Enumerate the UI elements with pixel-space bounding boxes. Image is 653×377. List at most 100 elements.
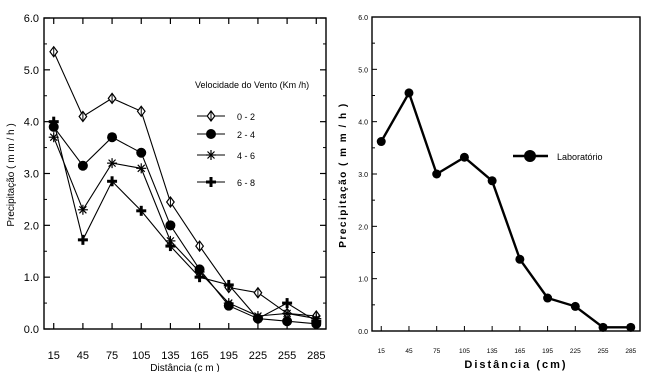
right-data-point	[543, 293, 553, 303]
left-legend-marker	[206, 110, 216, 122]
left-legend-label: 4 - 6	[237, 151, 255, 161]
left-legend-label: 2 - 4	[237, 130, 255, 140]
right-y-tick-label: 5.0	[358, 67, 368, 74]
left-y-tick-label: 0.0	[24, 324, 39, 336]
right-y-axis-label: Precipitação ( m m / h )	[338, 102, 349, 247]
left-data-point-d2	[78, 205, 87, 214]
right-x-axis-label: Distância (cm)	[464, 359, 567, 371]
left-data-point	[107, 176, 118, 187]
left-chart: 0.0 1.0 2.0 3.0 4.0 5.0 6.0 15 45 75 105 135 165 195 2…	[6, 13, 327, 374]
left-x-tick-label: 75	[106, 350, 118, 362]
right-data-point	[626, 322, 636, 332]
left-y-tick-label: 5.0	[24, 65, 39, 77]
right-data-point	[404, 88, 414, 98]
left-series-line	[53, 136, 317, 320]
left-data-point	[195, 240, 205, 253]
right-x-tick-label: 255	[598, 348, 609, 355]
left-legend-marker	[206, 150, 216, 160]
left-y-tick-label: 3.0	[24, 169, 39, 181]
left-data-point	[165, 196, 175, 209]
right-data-point	[376, 137, 386, 147]
right-x-tick-label: 105	[459, 348, 470, 355]
left-data-point	[223, 298, 234, 309]
left-x-axis-label: Distância (c m )	[150, 363, 219, 372]
left-x-tick-label: 165	[190, 350, 208, 362]
left-legend-title: Velocidade do Vento (Km /h)	[195, 80, 309, 90]
left-data-point-d2	[283, 309, 292, 318]
left-series-4	[48, 116, 322, 327]
left-y-tick-label: 2.0	[24, 220, 39, 232]
left-data-point	[282, 298, 293, 309]
left-data-point	[107, 132, 118, 143]
left-x-tick-label: 225	[249, 350, 267, 362]
left-legend-marker	[206, 129, 216, 139]
right-x-tick-label: 45	[405, 348, 413, 355]
right-data-point	[570, 301, 580, 311]
left-data-point	[77, 234, 88, 245]
left-data-point-d2	[224, 299, 233, 308]
left-data-point-d2	[137, 164, 146, 173]
right-x-tick-label: 15	[378, 348, 386, 355]
left-legend: Velocidade do Vento (Km /h) 0 - 2 2 - 4 4 -…	[195, 80, 309, 188]
right-data-point	[432, 169, 442, 179]
right-y-tick-label: 6.0	[358, 15, 368, 22]
right-x-tick-label: 165	[514, 348, 525, 355]
left-data-point	[136, 147, 147, 158]
left-y-axis-label: Precipitação ( m m / h )	[6, 123, 17, 226]
left-data-point	[282, 308, 293, 319]
left-data-point	[107, 92, 117, 105]
left-data-point	[48, 116, 59, 127]
left-data-point	[223, 279, 234, 290]
right-y-tick-label: 1.0	[358, 277, 368, 284]
left-data-point	[311, 316, 322, 327]
left-x-tick-label: 285	[307, 350, 325, 362]
left-legend-label: 6 - 8	[237, 178, 255, 188]
right-data-point	[487, 176, 497, 186]
right-x-tick-label: 135	[487, 348, 498, 355]
right-x-tick-label: 75	[433, 348, 441, 355]
right-legend-marker	[524, 150, 536, 162]
right-y-tick-label: 3.0	[358, 172, 368, 179]
left-x-tick-label: 15	[48, 350, 60, 362]
left-y-tick-label: 1.0	[24, 272, 39, 284]
right-y-tick-label: 0.0	[358, 329, 368, 336]
left-series-line	[53, 121, 317, 322]
right-plot-frame	[371, 16, 641, 332]
right-legend-label: Laboratório	[557, 152, 603, 162]
left-data-point	[252, 313, 263, 324]
left-legend-marker	[206, 177, 216, 187]
left-data-point-d2	[49, 133, 58, 142]
left-x-tick-label: 135	[161, 350, 179, 362]
left-x-tick-label: 45	[77, 350, 89, 362]
left-data-point	[282, 316, 293, 327]
left-y-tick-label: 6.0	[24, 13, 39, 25]
left-data-point	[136, 163, 147, 174]
left-series-3	[48, 132, 322, 324]
left-legend-label: 0 - 2	[237, 112, 255, 122]
left-series-line	[53, 126, 317, 325]
left-data-point	[165, 241, 176, 252]
right-x-tick-label: 285	[625, 348, 636, 355]
left-y-tick-label: 4.0	[24, 117, 39, 129]
right-data-point	[459, 152, 469, 162]
right-y-tick-label: 2.0	[358, 224, 368, 231]
right-chart: 0.0 1.0 2.0 3.0 4.0 5.0 6.0 15 45 75 105 135 165 195 2…	[338, 15, 641, 371]
left-data-point	[77, 204, 88, 215]
right-x-tick-label: 195	[542, 348, 553, 355]
left-x-tick-label: 255	[278, 350, 296, 362]
left-x-tick-label: 105	[132, 350, 150, 362]
left-series-line	[53, 51, 317, 317]
right-series-1	[376, 88, 636, 332]
left-data-point	[77, 160, 88, 171]
left-data-point	[136, 205, 147, 216]
left-data-point	[253, 286, 263, 299]
left-legend-marker-d2	[207, 151, 215, 159]
right-x-tick-label: 225	[570, 348, 581, 355]
left-x-tick-label: 195	[220, 350, 238, 362]
right-legend: Laboratório	[513, 150, 603, 162]
right-data-point	[598, 322, 608, 332]
right-series-line	[380, 89, 631, 329]
left-data-point	[48, 121, 59, 132]
